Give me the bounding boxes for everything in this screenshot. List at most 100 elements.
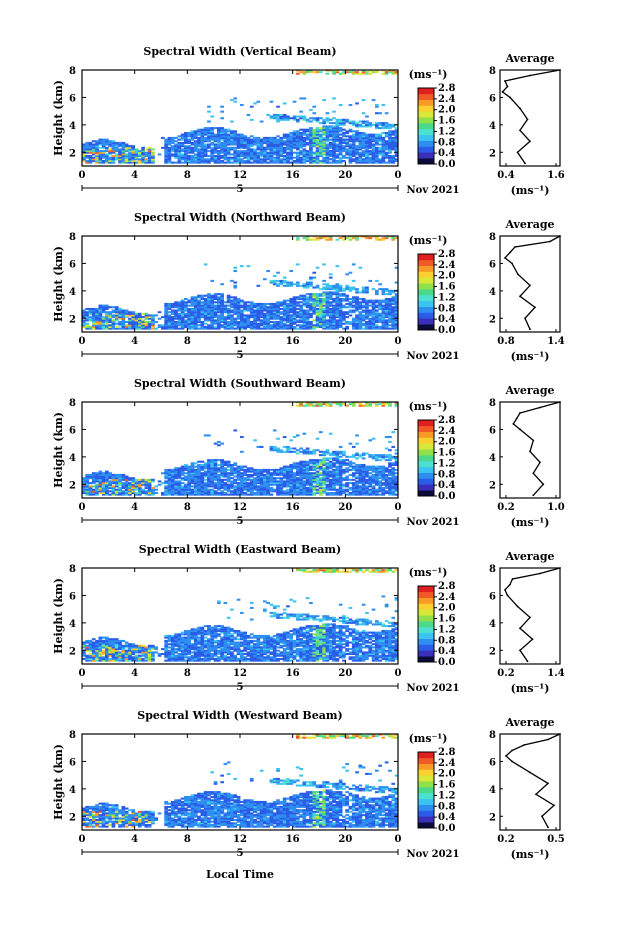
heatmap-cell bbox=[319, 288, 323, 291]
heatmap-cell bbox=[95, 316, 99, 319]
heatmap-cell bbox=[164, 146, 168, 149]
heatmap-cell bbox=[164, 304, 168, 307]
heatmap-cell bbox=[236, 141, 241, 144]
heatmap-cell bbox=[355, 470, 359, 473]
heatmap-cell bbox=[319, 465, 323, 468]
heatmap-cell bbox=[111, 155, 116, 158]
heatmap-cell bbox=[355, 434, 359, 437]
heatmap-cell bbox=[253, 151, 257, 154]
heatmap-cell bbox=[85, 483, 89, 486]
heatmap-cell bbox=[131, 145, 136, 148]
heatmap-cell bbox=[371, 302, 376, 305]
heatmap-cell bbox=[105, 314, 109, 317]
heatmap-cell bbox=[200, 472, 205, 475]
heatmap-cell bbox=[358, 123, 363, 126]
heatmap-cell bbox=[85, 317, 89, 320]
heatmap-cell bbox=[391, 301, 396, 304]
heatmap-cell bbox=[101, 322, 106, 325]
heatmap-cell bbox=[207, 470, 211, 473]
heatmap-cell bbox=[217, 307, 221, 310]
heatmap-cell bbox=[108, 473, 112, 476]
heatmap-cell bbox=[286, 118, 290, 121]
heatmap-cell bbox=[236, 472, 241, 475]
heatmap-cell bbox=[170, 472, 175, 475]
heatmap-cell bbox=[355, 487, 359, 490]
heatmap-cell bbox=[299, 309, 303, 312]
heatmap-cell bbox=[253, 136, 257, 139]
heatmap-cell bbox=[342, 118, 346, 121]
heatmap-cell bbox=[203, 475, 208, 478]
heatmap-cell bbox=[315, 404, 320, 407]
heatmap-cell bbox=[147, 322, 152, 325]
heatmap-cell bbox=[361, 133, 366, 136]
heatmap-cell bbox=[276, 138, 280, 141]
heatmap-cell bbox=[378, 148, 382, 151]
heatmap-cell bbox=[88, 141, 93, 144]
heatmap-cell bbox=[220, 480, 224, 483]
heatmap-cell bbox=[213, 322, 218, 325]
heatmap-cell bbox=[197, 468, 201, 471]
heatmap-cell bbox=[269, 311, 274, 314]
panel-title: Spectral Width (Vertical Beam) bbox=[143, 45, 336, 58]
heatmap-cell bbox=[325, 462, 330, 465]
heatmap-cell bbox=[269, 148, 274, 151]
heatmap-cell bbox=[384, 161, 389, 164]
heatmap-cell bbox=[170, 326, 175, 329]
heatmap-cell bbox=[315, 309, 320, 312]
heatmap-cell bbox=[167, 155, 172, 158]
heatmap-cell bbox=[276, 487, 280, 490]
heatmap-cell bbox=[319, 117, 323, 120]
heatmap-cell bbox=[263, 150, 267, 153]
heatmap-cell bbox=[381, 125, 386, 128]
heatmap-cell bbox=[361, 306, 366, 309]
heatmap-cell bbox=[105, 156, 109, 159]
heatmap-cell bbox=[286, 493, 290, 496]
heatmap-cell bbox=[279, 161, 284, 164]
heatmap-cell bbox=[101, 326, 106, 329]
heatmap-cell bbox=[315, 301, 320, 304]
heatmap-cell bbox=[384, 299, 389, 302]
heatmap-cell bbox=[338, 104, 343, 107]
heatmap-cell bbox=[256, 304, 261, 307]
heatmap-cell bbox=[187, 477, 191, 480]
heatmap-cell bbox=[233, 312, 238, 315]
heatmap-cell bbox=[256, 475, 261, 478]
heatmap-cell bbox=[279, 138, 284, 141]
heatmap-cell bbox=[203, 465, 208, 468]
heatmap-cell bbox=[286, 155, 290, 158]
heatmap-cell bbox=[105, 477, 109, 480]
heatmap-cell bbox=[184, 465, 188, 468]
heatmap-cell bbox=[151, 316, 155, 319]
heatmap-cell bbox=[355, 319, 359, 322]
heatmap-cell bbox=[279, 478, 284, 481]
heatmap-cell bbox=[266, 492, 270, 495]
heatmap-cell bbox=[289, 155, 294, 158]
heatmap-cell bbox=[263, 312, 267, 315]
heatmap-cell bbox=[319, 135, 323, 138]
heatmap-cell bbox=[351, 482, 356, 485]
heatmap-cell bbox=[305, 487, 310, 490]
heatmap-cell bbox=[217, 488, 221, 491]
heatmap-cell bbox=[365, 123, 369, 126]
heatmap-cell bbox=[124, 155, 129, 158]
heatmap-cell bbox=[319, 492, 323, 495]
heatmap-cell bbox=[220, 309, 224, 312]
heatmap-cell bbox=[253, 155, 257, 158]
heatmap-cell bbox=[266, 151, 270, 154]
heatmap-cell bbox=[272, 468, 277, 471]
colorbar-segment bbox=[418, 300, 434, 307]
heatmap-cell bbox=[114, 485, 119, 488]
heatmap-cell bbox=[319, 464, 323, 467]
heatmap-cell bbox=[243, 153, 247, 156]
heatmap-cell bbox=[263, 321, 267, 324]
heatmap-cell bbox=[98, 321, 103, 324]
heatmap-cell bbox=[302, 472, 307, 475]
heatmap-cell bbox=[111, 156, 116, 159]
heatmap-cell bbox=[309, 284, 313, 287]
heatmap-cell bbox=[315, 302, 320, 305]
heatmap-cell bbox=[388, 321, 392, 324]
heatmap-cell bbox=[332, 311, 336, 314]
heatmap-cell bbox=[200, 490, 205, 493]
heatmap-cell bbox=[279, 487, 284, 490]
